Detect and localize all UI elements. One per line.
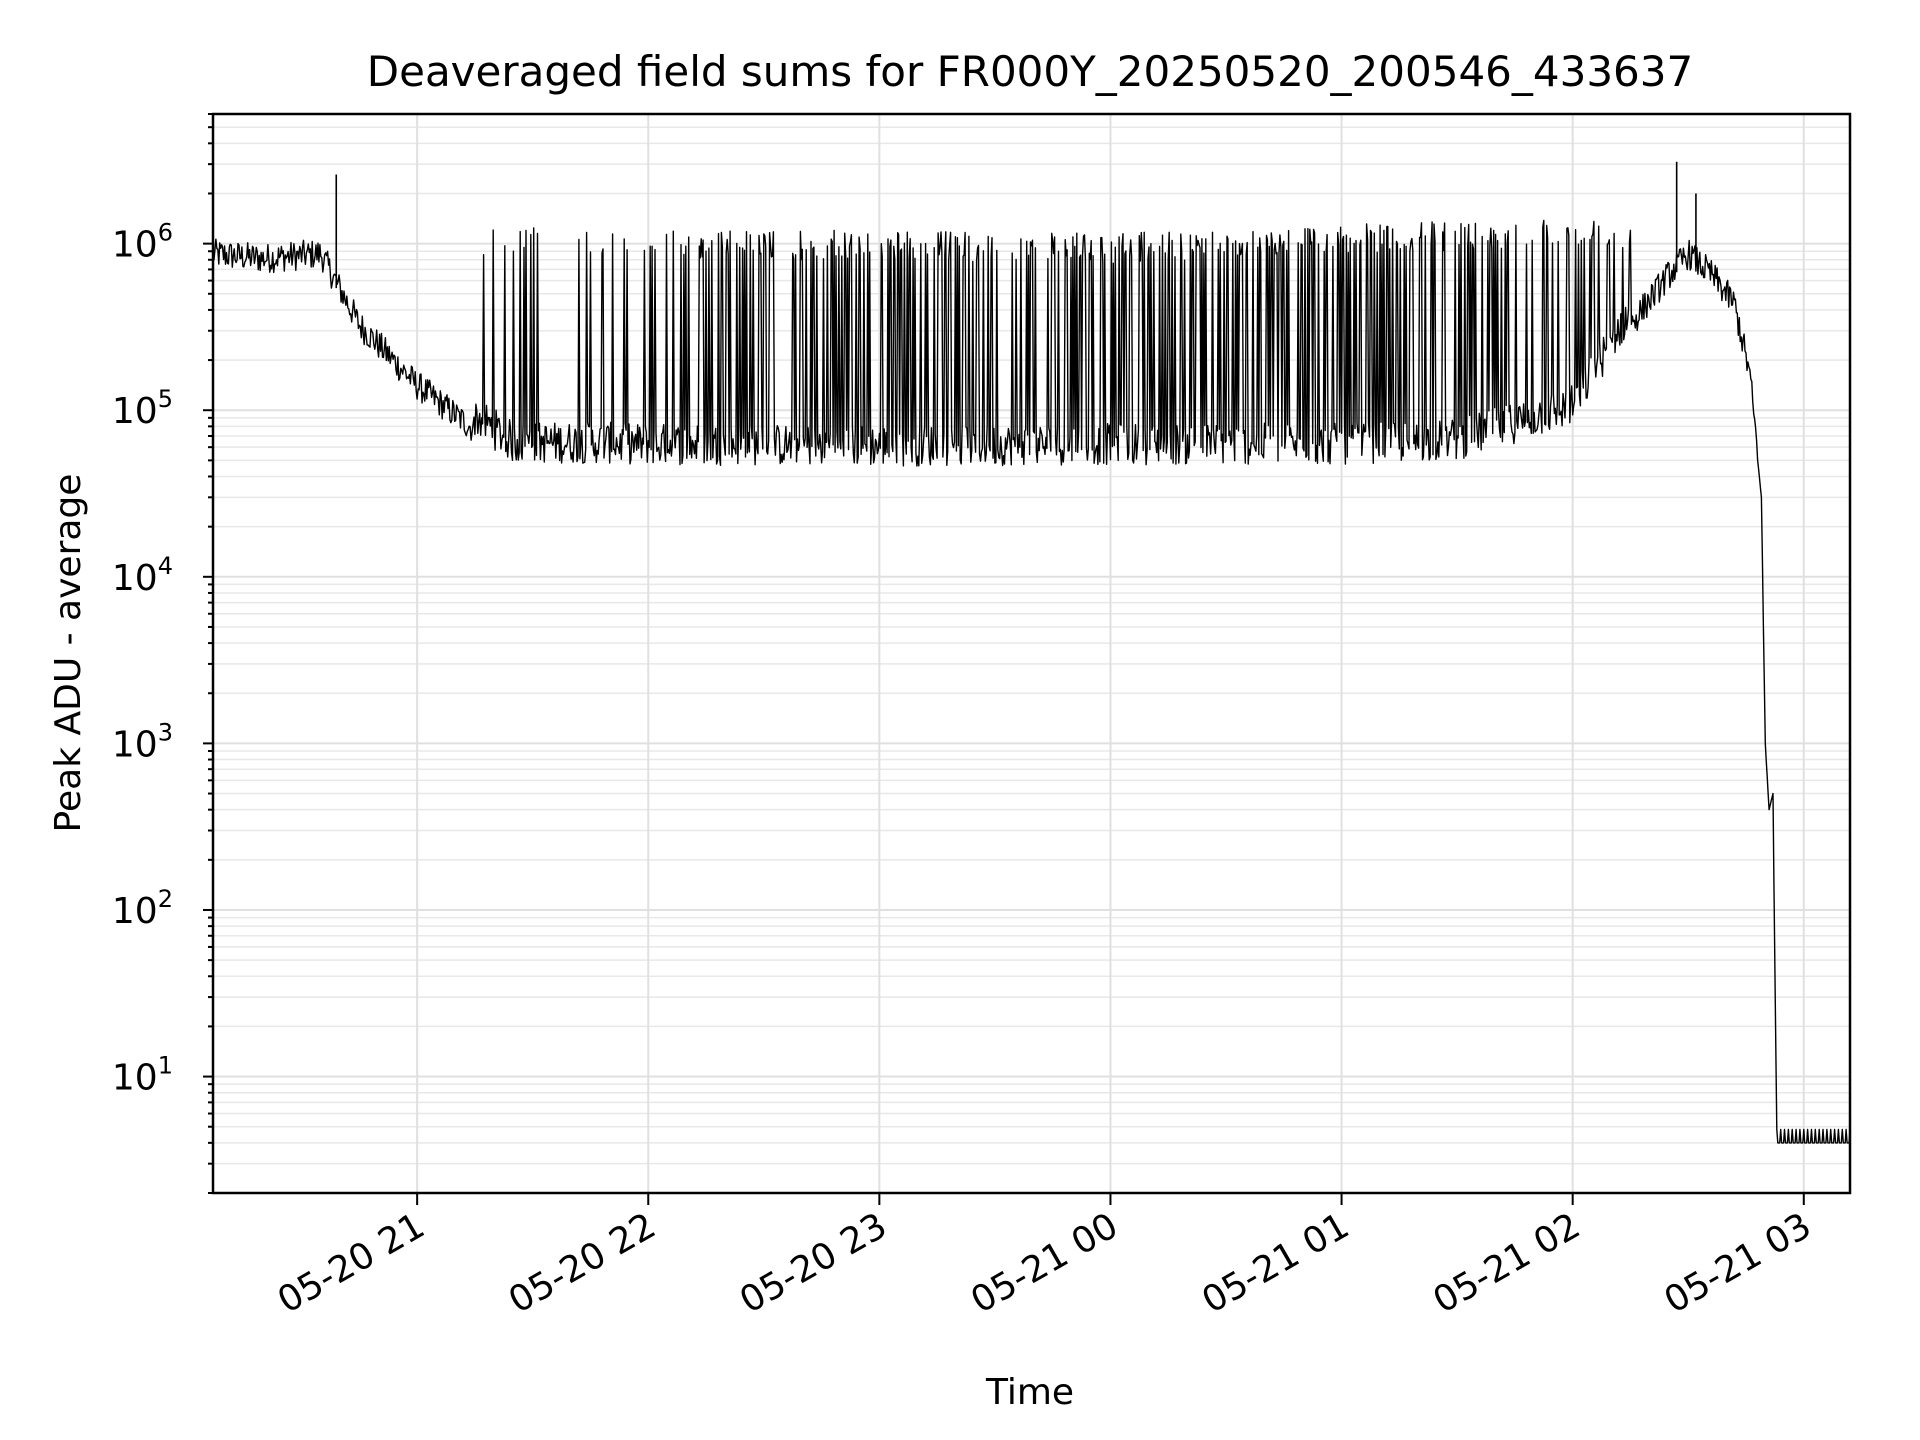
y-tick-label: 102 bbox=[112, 885, 173, 932]
y-tick-label: 104 bbox=[112, 552, 173, 599]
grid-lines bbox=[213, 113, 1850, 1194]
y-tick-label: 101 bbox=[112, 1052, 173, 1099]
series-line bbox=[212, 219, 1851, 1144]
x-axis-label: Time bbox=[985, 1372, 1074, 1413]
y-tick-exponent: 1 bbox=[158, 1052, 173, 1080]
series-layer bbox=[212, 161, 1851, 1144]
y-tick-exponent: 3 bbox=[158, 718, 173, 746]
y-tick-label: 106 bbox=[112, 219, 173, 266]
y-tick-exponent: 5 bbox=[158, 385, 173, 413]
y-tick-exponent: 2 bbox=[158, 885, 173, 913]
y-axis-label: Peak ADU - average bbox=[48, 474, 89, 833]
y-tick-base: 10 bbox=[112, 558, 158, 599]
y-tick-exponent: 4 bbox=[158, 552, 173, 580]
y-tick-base: 10 bbox=[112, 891, 158, 932]
chart-title: Deaveraged field sums for FR000Y_2025052… bbox=[367, 47, 1693, 96]
y-tick-exponent: 6 bbox=[158, 219, 173, 247]
y-tick-base: 10 bbox=[112, 1058, 158, 1099]
y-tick-label: 103 bbox=[112, 718, 173, 765]
y-tick-base: 10 bbox=[112, 724, 158, 765]
y-tick-label: 105 bbox=[112, 385, 173, 432]
plot-frame bbox=[211, 112, 1852, 1195]
y-tick-base: 10 bbox=[112, 391, 158, 432]
y-tick-base: 10 bbox=[112, 225, 158, 266]
